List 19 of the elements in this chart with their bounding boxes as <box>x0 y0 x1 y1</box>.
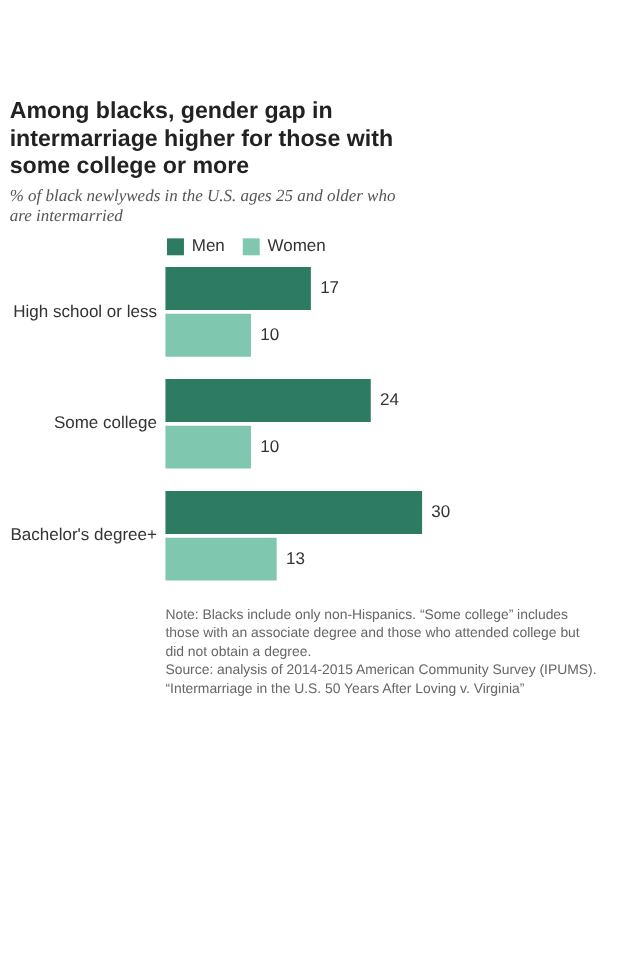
y-tick-label: Bachelor's degree+ <box>10 524 157 545</box>
y-tick-label: Some college <box>53 412 158 433</box>
data-label: 10 <box>260 323 280 344</box>
data-label: 30 <box>431 501 451 522</box>
bar <box>165 425 251 469</box>
bar <box>165 537 277 581</box>
data-label: 13 <box>285 547 306 568</box>
bar <box>165 267 311 310</box>
bar <box>165 379 371 422</box>
chart-subtitle: % of black newlyweds in the U.S. ages 25 and older who are intermarried <box>9 185 396 226</box>
legend-label: Women <box>267 235 327 256</box>
data-label: 17 <box>320 277 340 298</box>
y-tick-label: High school or less <box>13 300 157 321</box>
bar <box>165 491 423 534</box>
data-label: 24 <box>380 389 400 410</box>
chart-title: Among blacks, gender gap in intermarriage higher for those with some college or more <box>9 99 394 180</box>
data-label: 10 <box>260 435 280 456</box>
legend-label: Men <box>191 235 226 256</box>
bar <box>165 313 251 357</box>
